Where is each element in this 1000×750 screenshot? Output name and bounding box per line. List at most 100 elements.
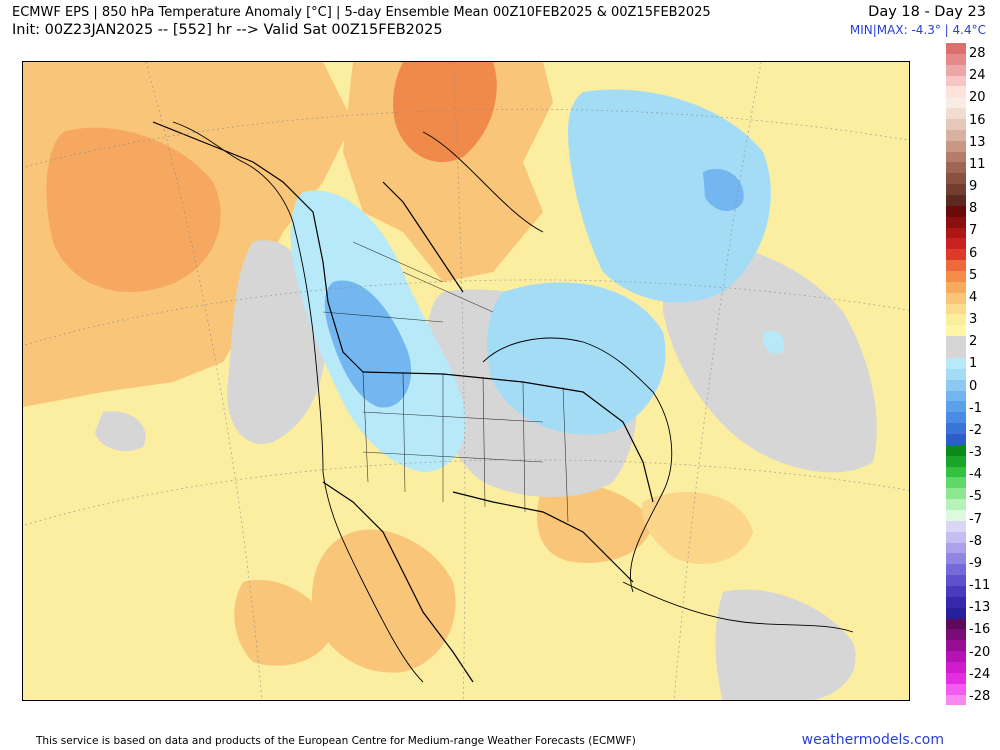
legend-swatch [946, 162, 966, 174]
legend-swatch [946, 357, 966, 369]
graticule [23, 62, 909, 700]
legend-tick-label: -2 [969, 422, 982, 438]
southeast-warm-anomaly [537, 481, 653, 563]
legend-tick-label: 6 [969, 245, 978, 261]
legend-tick-label: -8 [969, 533, 982, 549]
legend-tick-label: -13 [969, 600, 991, 616]
legend-swatch [946, 455, 966, 467]
legend-swatch [946, 401, 966, 413]
legend-swatch [946, 651, 966, 662]
legend-swatch [946, 292, 966, 304]
legend-tick-label: 3 [969, 312, 978, 328]
legend-swatch [946, 75, 966, 87]
legend-swatch [946, 553, 966, 565]
legend-swatch [946, 347, 966, 358]
legend-swatch [946, 488, 966, 500]
legend-tick-label: -20 [969, 644, 991, 660]
pacific-warm-anomaly-south [234, 580, 333, 666]
legend-swatch [946, 151, 966, 163]
legend-swatch [946, 477, 966, 489]
legend-tick-label: -4 [969, 467, 982, 483]
legend-swatch [946, 249, 966, 261]
brand-link[interactable]: weathermodels.com [801, 732, 944, 748]
legend-tick-label: 9 [969, 179, 978, 195]
legend-swatch [946, 227, 966, 239]
legend-tick-label: 8 [969, 201, 978, 217]
legend-swatch [946, 325, 966, 337]
legend-swatch [946, 564, 966, 576]
anomaly-map-canvas [23, 62, 909, 700]
legend-swatch [946, 108, 966, 120]
legend-swatch [946, 119, 966, 130]
legend-swatch [946, 412, 966, 424]
legend-swatch [946, 336, 966, 348]
legend-tick-label: 24 [969, 68, 986, 84]
anomaly-map[interactable] [22, 61, 910, 701]
legend-swatch [946, 379, 966, 391]
country-borders [152, 121, 654, 683]
legend-swatch [946, 618, 966, 630]
state-province-lines [322, 241, 569, 523]
legend-swatch [946, 683, 966, 695]
legend-swatch [946, 520, 966, 532]
legend-tick-label: 13 [969, 134, 986, 150]
color-legend-bar [946, 43, 966, 706]
legend-swatch [946, 43, 966, 54]
legend-swatch [946, 260, 966, 272]
legend-swatch [946, 629, 966, 641]
mexico-warm-anomaly [312, 529, 456, 673]
legend-tick-label: 16 [969, 112, 986, 128]
legend-swatch [946, 368, 966, 380]
legend-tick-label: 5 [969, 267, 978, 283]
cold-anomaly-small [762, 330, 785, 354]
legend-swatch [946, 423, 966, 434]
legend-swatch [946, 97, 966, 109]
legend-tick-label: 2 [969, 334, 978, 350]
legend-tick-label: -24 [969, 666, 991, 682]
neutral-region-atlantic [663, 240, 877, 473]
legend-swatch [946, 53, 966, 65]
ecmwf-attribution: This service is based on data and produc… [36, 735, 636, 747]
legend-tick-label: 20 [969, 90, 986, 106]
legend-swatch [946, 694, 966, 706]
legend-swatch [946, 303, 966, 315]
neutral-region-pacific-south [95, 411, 146, 452]
legend-swatch [946, 531, 966, 543]
legend-tick-label: 0 [969, 378, 978, 394]
legend-swatch [946, 216, 966, 228]
legend-swatch [946, 444, 966, 456]
color-legend-labels: 28 24 20 16 13 11 9 8 7 6 5 4 3 2 1 0 -1 -2 -3 -4 -5 -7 -8 -9 -1… [969, 43, 999, 706]
arctic-warm-core [393, 62, 497, 163]
legend-swatch [946, 433, 966, 445]
legend-swatch [946, 390, 966, 402]
day-range: Day 18 - Day 23 [868, 4, 986, 20]
min-max-readout: MIN|MAX: -4.3° | 4.4°C [849, 23, 986, 37]
cold-anomaly-greenland [568, 89, 771, 303]
cold-anomaly-west-core [324, 280, 412, 408]
cold-anomaly-atlantic-core [703, 168, 744, 212]
legend-swatch [946, 195, 966, 206]
legend-swatch [946, 314, 966, 326]
legend-swatch [946, 281, 966, 293]
legend-tick-label: -5 [969, 489, 982, 505]
legend-swatch [946, 173, 966, 185]
legend-tick-label: -11 [969, 578, 991, 594]
legend-tick-label: 1 [969, 356, 978, 372]
legend-tick-label: 11 [969, 156, 986, 172]
legend-swatch [946, 466, 966, 478]
legend-swatch [946, 509, 966, 521]
legend-swatch [946, 140, 966, 152]
legend-swatch [946, 184, 966, 196]
legend-swatch [946, 64, 966, 76]
init-valid-line: Init: 00Z23JAN2025 -- [552] hr --> Valid… [12, 22, 443, 38]
legend-swatch [946, 238, 966, 250]
legend-swatch [946, 129, 966, 141]
legend-tick-label: -9 [969, 555, 982, 571]
legend-tick-label: -1 [969, 400, 982, 416]
legend-swatch [946, 575, 966, 586]
legend-swatch [946, 542, 966, 554]
legend-tick-label: 4 [969, 289, 978, 305]
legend-swatch [946, 661, 966, 673]
legend-swatch [946, 585, 966, 597]
cold-anomaly-east [487, 282, 666, 435]
